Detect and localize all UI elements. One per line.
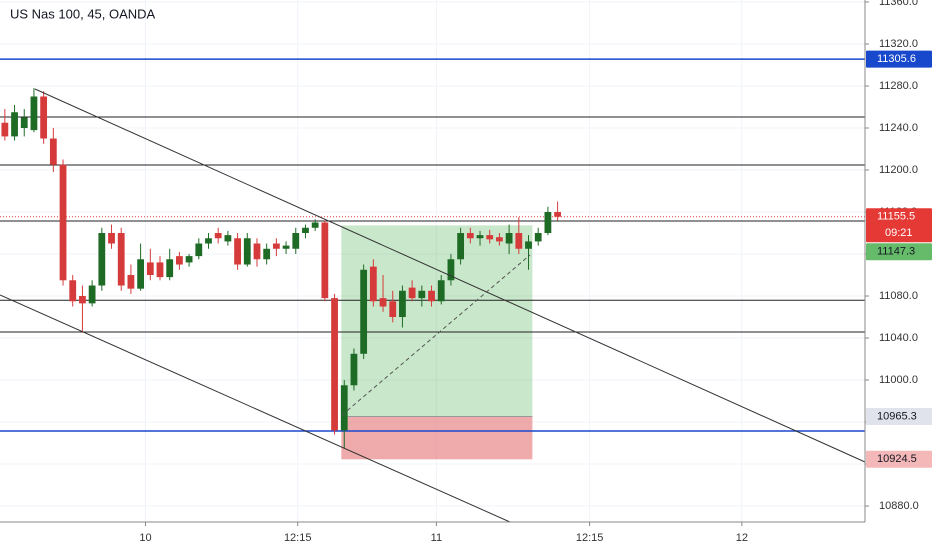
candle-body — [40, 96, 48, 139]
candle-body — [117, 233, 125, 286]
candle-body — [544, 212, 552, 234]
y-tick-label: 11320.0 — [879, 38, 918, 50]
candle-body — [214, 233, 222, 239]
price-label-box — [866, 50, 932, 68]
loss-zone — [341, 416, 533, 460]
candle-body — [69, 280, 77, 302]
candle-body — [127, 275, 135, 289]
candle-body — [360, 269, 368, 354]
y-tick-label: 10880.0 — [879, 500, 919, 512]
candle-body — [515, 233, 523, 249]
y-tick-label: 11040.0 — [879, 332, 918, 344]
price-label: 11305.6 — [877, 53, 916, 65]
price-label: 10924.5 — [877, 453, 917, 465]
drawings — [0, 88, 866, 523]
candle-body — [292, 233, 300, 249]
candle-body — [369, 266, 377, 302]
candle-body — [253, 243, 261, 260]
candle-body — [379, 298, 387, 307]
price-label-box — [866, 208, 932, 243]
chart-title: US Nas 100, 45, OANDA — [10, 6, 156, 21]
price-label-box — [866, 243, 932, 261]
candle-body — [108, 233, 115, 244]
candle-body — [282, 245, 290, 249]
candle-body — [205, 238, 212, 244]
candle-body — [486, 235, 494, 240]
candle-body — [166, 259, 174, 278]
candle-body — [11, 112, 18, 137]
position-path — [341, 254, 531, 416]
candle-body — [59, 164, 67, 281]
candle-body — [437, 280, 445, 302]
candle-body — [243, 238, 251, 265]
x-tick-label: 12:15 — [284, 532, 312, 544]
candle-body — [311, 222, 319, 228]
candle-body — [321, 222, 329, 299]
candle-body — [79, 296, 86, 304]
y-tick-label: 11280.0 — [879, 80, 918, 92]
y-tick-label: 11200.0 — [879, 164, 918, 176]
countdown-label: 09:21 — [885, 227, 913, 239]
candle-body — [466, 233, 474, 239]
candle-body — [428, 290, 435, 302]
price-label: 10965.3 — [877, 410, 917, 422]
candle-body — [331, 298, 338, 431]
x-tick-label: 12 — [736, 532, 748, 544]
candle-body — [408, 287, 416, 299]
x-tick-label: 12:15 — [576, 532, 604, 544]
candle-body — [350, 353, 358, 386]
price-label: 11147.3 — [877, 246, 915, 258]
price-label: 11155.5 — [877, 211, 915, 223]
candle-body — [447, 259, 455, 281]
candle-body — [224, 235, 232, 242]
candle-body — [1, 122, 9, 137]
trend-line — [0, 294, 511, 523]
candle-body — [272, 243, 280, 249]
price-label-box — [866, 450, 932, 468]
candle-body — [525, 241, 532, 249]
candle-body — [30, 96, 38, 131]
price-label-box — [866, 407, 932, 425]
candle-body — [534, 233, 542, 242]
candle-body — [263, 248, 271, 260]
candle-body — [195, 243, 203, 257]
candle-body — [505, 233, 513, 244]
candles — [1, 88, 561, 449]
x-tick-label: 10 — [139, 532, 151, 544]
candle-body — [20, 117, 28, 129]
candle-body — [340, 385, 348, 431]
y-tick-label: 11240.0 — [879, 122, 918, 134]
candle-body — [98, 233, 106, 286]
price-labels: 11305.6 11155.5 09:21 11147.3 10965.3 10924.5 — [866, 50, 932, 468]
x-tick-label: 11 — [431, 532, 442, 544]
candle-body — [185, 256, 193, 263]
candle-body — [457, 233, 465, 260]
candle-body — [146, 262, 154, 276]
y-tick-label: 11080.0 — [879, 290, 918, 302]
candle-body — [554, 212, 561, 217]
candle-body — [176, 256, 183, 265]
candle-body — [476, 235, 484, 239]
candle-body — [389, 301, 397, 318]
candle-body — [137, 259, 145, 289]
candle-body — [418, 290, 426, 299]
profit-zone — [341, 225, 533, 417]
candle-body — [49, 138, 57, 165]
y-tick-label: 11360.0 — [879, 0, 918, 8]
position-zones — [341, 225, 533, 460]
y-tick-label: 11000.0 — [879, 374, 918, 386]
candle-body — [496, 237, 503, 242]
candle-body — [156, 262, 164, 278]
candle-body — [234, 238, 241, 265]
trend-line — [34, 88, 866, 463]
candle-body — [88, 285, 96, 304]
candle-body — [399, 290, 406, 318]
candle-body — [302, 227, 309, 234]
